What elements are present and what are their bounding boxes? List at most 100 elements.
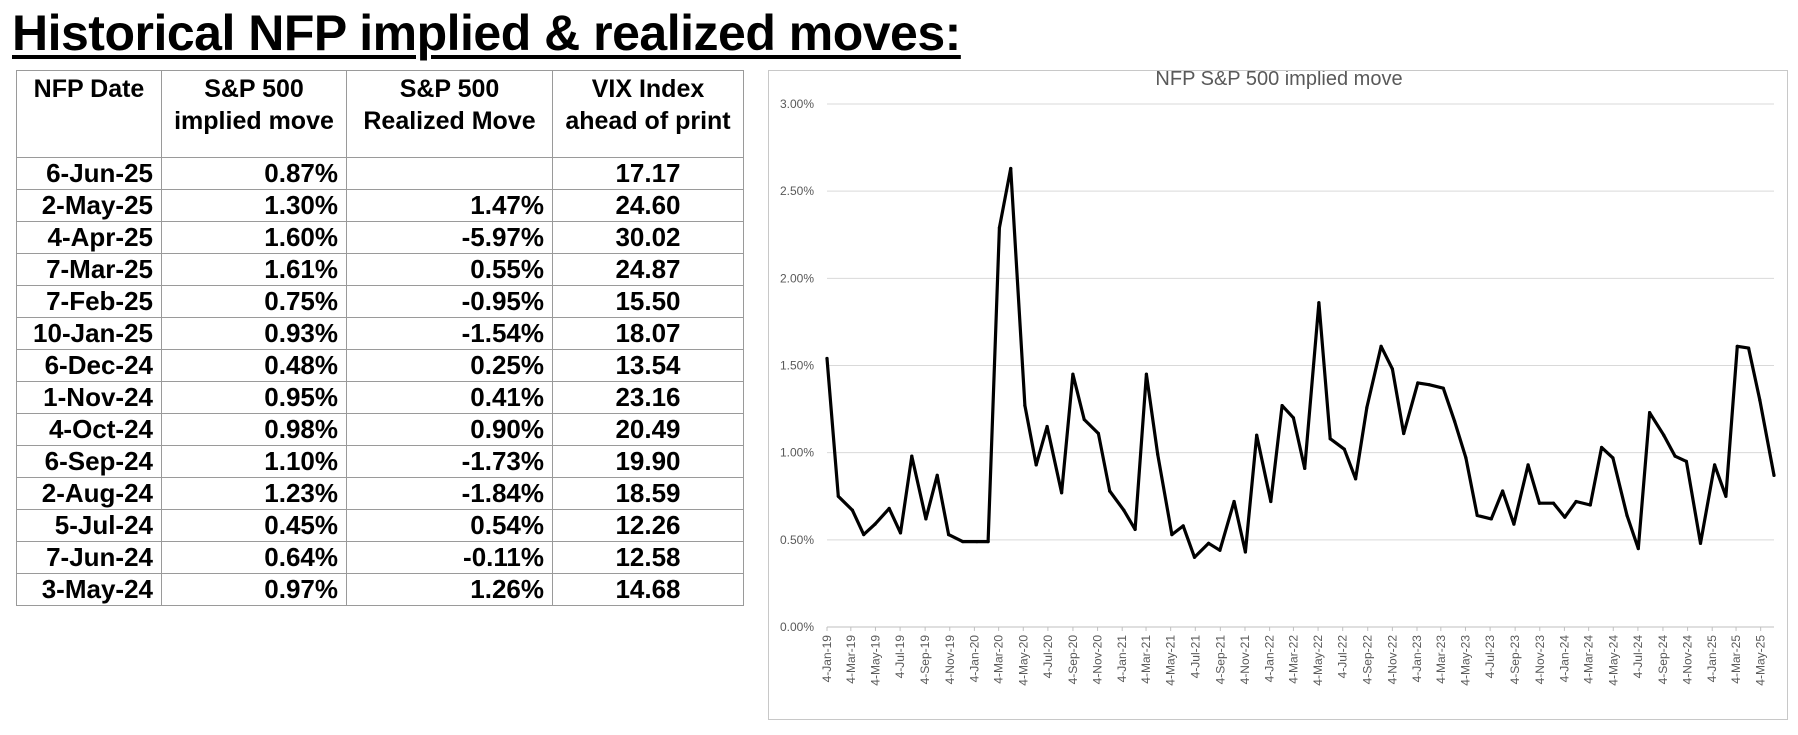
header-implied-move: S&P 500 implied move [161,70,347,158]
x-tick-label: 4-Sep-24 [1656,635,1670,685]
cell-vix: 12.26 [552,509,744,542]
data-point [1133,527,1137,531]
x-tick-label: 4-Mar-20 [992,635,1006,684]
cell-vix: 15.50 [552,285,744,318]
cell-implied: 0.97% [161,573,347,606]
data-point [1724,494,1728,498]
cell-date: 6-Sep-24 [16,445,162,478]
data-point [1034,463,1038,467]
x-tick-label: 4-Mar-25 [1729,635,1743,684]
data-point [1599,445,1604,450]
data-point [1563,515,1567,519]
cell-date: 2-Aug-24 [16,477,162,510]
data-point [1390,367,1394,371]
chart-svg: NFP S&P 500 implied move 0.00% 0.50% 1.00% 1… [780,71,1776,686]
cell-date: 7-Mar-25 [16,253,162,286]
header-realized-move: S&P 500 Realized Move [346,70,553,158]
data-point [836,494,840,498]
x-tick-label: 4-Nov-19 [943,635,957,685]
x-tick-label: 4-Nov-23 [1533,635,1547,685]
data-point [1280,403,1284,408]
table-header-row: NFP Date S&P 500 implied move S&P 500 Re… [16,70,744,158]
cell-realized: -0.95% [346,285,553,318]
x-tick-label: 4-Sep-23 [1508,635,1522,685]
table-row: 6-Sep-24 1.10% -1.73% 19.90 [16,445,744,478]
cell-vix: 19.90 [552,445,744,478]
chart-title: NFP S&P 500 implied move [1155,71,1402,90]
data-point [1192,555,1197,559]
x-tick-label: 4-Sep-21 [1213,635,1227,685]
cell-date: 5-Jul-24 [16,509,162,542]
x-tick-label: 4-May-21 [1164,635,1178,686]
data-point [1045,424,1049,429]
cell-date: 3-May-24 [16,573,162,606]
cell-vix: 23.16 [552,381,744,414]
cell-implied: 0.98% [161,413,347,446]
x-tick-label: 4-Mar-19 [844,635,858,684]
data-point [1713,463,1717,467]
cell-date: 10-Jan-25 [16,317,162,350]
data-point [1218,548,1222,552]
data-point [1156,452,1160,457]
cell-vix: 17.17 [552,157,744,190]
data-point [1402,431,1406,436]
cell-realized: 1.47% [346,189,553,222]
table-row: 6-Jun-25 0.87% 17.17 [16,157,744,190]
data-point [1441,386,1445,390]
data-point [1551,501,1556,505]
data-point [1144,372,1149,376]
data-point [961,539,965,544]
data-point [873,522,877,526]
cell-implied: 0.75% [161,285,347,318]
cell-date: 2-May-25 [16,189,162,222]
cell-realized: -5.97% [346,221,553,254]
data-point [1588,503,1592,507]
cell-implied: 0.93% [161,317,347,350]
cell-realized: 1.26% [346,573,553,606]
implied-move-chart: NFP S&P 500 implied move 0.00% 0.50% 1.00% 1… [768,70,1788,720]
data-point [1255,433,1259,437]
cell-realized: -1.73% [346,445,553,478]
cell-date: 4-Apr-25 [16,221,162,254]
data-point [1662,433,1666,437]
x-tick-label: 4-Jan-23 [1410,635,1424,683]
table-row: 10-Jan-25 0.93% -1.54% 18.07 [16,317,744,350]
cell-date: 7-Feb-25 [16,285,162,318]
cell-implied: 0.64% [161,541,347,574]
y-tick-label: 1.00% [780,446,814,460]
y-tick-label: 1.50% [780,359,814,373]
data-point [1060,491,1064,495]
x-tick-label: 4-Jan-19 [820,635,834,683]
data-point [1611,456,1615,460]
data-point [1207,541,1211,545]
data-point [1574,499,1578,504]
cell-vix: 14.68 [552,573,744,606]
cell-vix: 18.59 [552,477,744,510]
cell-realized: -0.11% [346,541,553,574]
data-point [1108,489,1112,493]
data-point [1501,489,1505,493]
data-point [1170,533,1174,537]
cell-realized: 0.54% [346,509,553,542]
data-point [887,506,891,511]
cell-vix: 30.02 [552,221,744,254]
cell-date: 6-Dec-24 [16,349,162,382]
data-point [1772,473,1776,477]
data-point [1537,501,1541,505]
cell-date: 4-Oct-24 [16,413,162,446]
cell-vix: 12.58 [552,541,744,574]
header-vix-index: VIX Index ahead of print [552,70,744,158]
table-row: 7-Feb-25 0.75% -0.95% 15.50 [16,285,744,318]
cell-realized: 0.55% [346,253,553,286]
x-tick-label: 4-May-25 [1754,635,1768,686]
data-point [946,533,951,537]
cell-implied: 0.87% [161,157,347,190]
data-point [1269,499,1273,504]
data-point [1452,419,1457,423]
x-tick-label: 4-Jul-23 [1483,635,1497,679]
x-tick-label: 4-Jul-24 [1631,635,1645,679]
table-body: 6-Jun-25 0.87% 17.17 2-May-25 1.30% 1.47% 24.6… [16,157,744,606]
cell-implied: 1.30% [161,189,347,222]
data-point [1416,381,1420,385]
y-tick-label: 2.00% [780,271,814,285]
